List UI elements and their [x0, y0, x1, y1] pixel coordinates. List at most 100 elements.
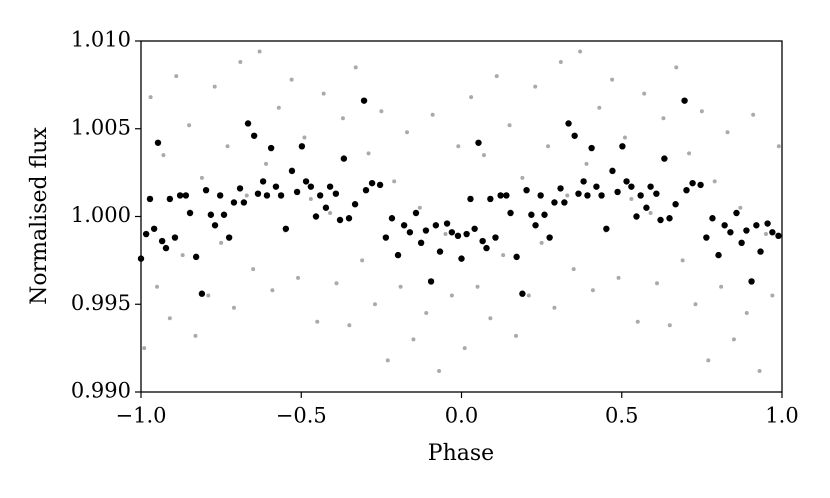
data-point	[198, 290, 206, 297]
data-point	[236, 185, 244, 192]
data-point	[162, 244, 170, 252]
data-point	[584, 161, 589, 166]
data-point	[347, 323, 352, 328]
data-point	[392, 179, 397, 184]
data-point	[483, 244, 490, 252]
data-point	[738, 239, 745, 247]
data-point	[657, 216, 664, 224]
data-point	[398, 284, 403, 289]
data-point	[307, 183, 315, 190]
data-point	[494, 74, 499, 79]
data-point	[212, 84, 217, 89]
data-point	[680, 258, 685, 263]
data-point	[703, 234, 710, 241]
data-point	[751, 112, 756, 117]
data-point	[603, 225, 610, 232]
data-point	[417, 239, 425, 247]
data-point	[272, 183, 280, 190]
data-point	[533, 84, 538, 89]
data-point	[683, 186, 690, 194]
data-point	[578, 49, 583, 54]
data-point	[411, 337, 416, 342]
data-point	[757, 248, 764, 255]
data-point	[546, 144, 551, 149]
data-point	[775, 232, 782, 240]
data-point	[316, 192, 324, 199]
data-point	[336, 216, 344, 224]
data-point	[360, 258, 365, 263]
data-point	[394, 251, 402, 259]
data-point	[436, 248, 444, 255]
data-point	[362, 186, 370, 194]
data-point	[244, 120, 252, 127]
data-point	[648, 210, 653, 215]
data-point	[298, 143, 306, 150]
data-point	[507, 209, 514, 217]
data-point	[667, 323, 672, 328]
data-point	[302, 135, 307, 140]
data-point	[590, 288, 595, 293]
data-point	[497, 192, 504, 199]
data-point	[764, 220, 771, 227]
data-point	[276, 105, 281, 110]
x-tick-label: 1.0	[765, 404, 798, 428]
plot-frame	[140, 40, 783, 393]
data-point	[655, 281, 660, 286]
y-tick-label: 0.990	[71, 379, 131, 403]
data-point	[443, 220, 451, 227]
data-point	[539, 240, 544, 245]
data-point	[193, 333, 198, 338]
x-tick-label: −0.5	[276, 404, 327, 428]
data-point	[565, 193, 570, 198]
data-point	[598, 192, 605, 199]
data-point	[619, 143, 626, 150]
data-point	[230, 199, 238, 206]
data-point	[725, 130, 730, 135]
data-point	[422, 227, 430, 234]
y-tick-label: 0.995	[71, 291, 131, 315]
data-point	[192, 253, 200, 261]
data-point	[715, 251, 722, 259]
data-point	[437, 368, 442, 373]
data-point	[360, 97, 368, 104]
data-point	[254, 190, 262, 197]
data-point	[368, 179, 376, 187]
data-point	[699, 109, 704, 114]
data-point	[353, 65, 358, 70]
data-point	[372, 302, 377, 307]
data-point	[635, 319, 640, 324]
data-point	[614, 188, 621, 196]
data-point	[757, 368, 762, 373]
data-point	[475, 139, 482, 146]
data-point	[225, 144, 230, 149]
data-point	[642, 91, 647, 96]
data-point	[302, 178, 310, 185]
data-point	[240, 199, 248, 206]
data-point	[467, 195, 474, 203]
data-point	[697, 181, 704, 189]
data-point	[532, 222, 539, 229]
data-point	[647, 183, 654, 190]
data-point	[321, 91, 326, 96]
data-point	[463, 230, 470, 238]
y-tick-label: 1.005	[71, 115, 131, 139]
data-point	[580, 178, 587, 185]
data-point	[523, 186, 530, 194]
data-point	[507, 123, 512, 128]
data-point	[456, 144, 461, 149]
data-point	[154, 139, 162, 146]
data-point	[744, 311, 749, 316]
data-point	[610, 77, 615, 82]
x-axis-title: Phase	[428, 441, 494, 466]
data-point	[763, 232, 768, 237]
data-point	[251, 267, 256, 272]
data-point	[142, 346, 147, 351]
data-point	[263, 161, 268, 166]
data-point	[469, 95, 474, 100]
data-point	[597, 105, 602, 110]
data-point	[225, 234, 233, 241]
data-point	[503, 192, 510, 199]
data-point	[180, 253, 185, 258]
data-point	[551, 199, 558, 206]
